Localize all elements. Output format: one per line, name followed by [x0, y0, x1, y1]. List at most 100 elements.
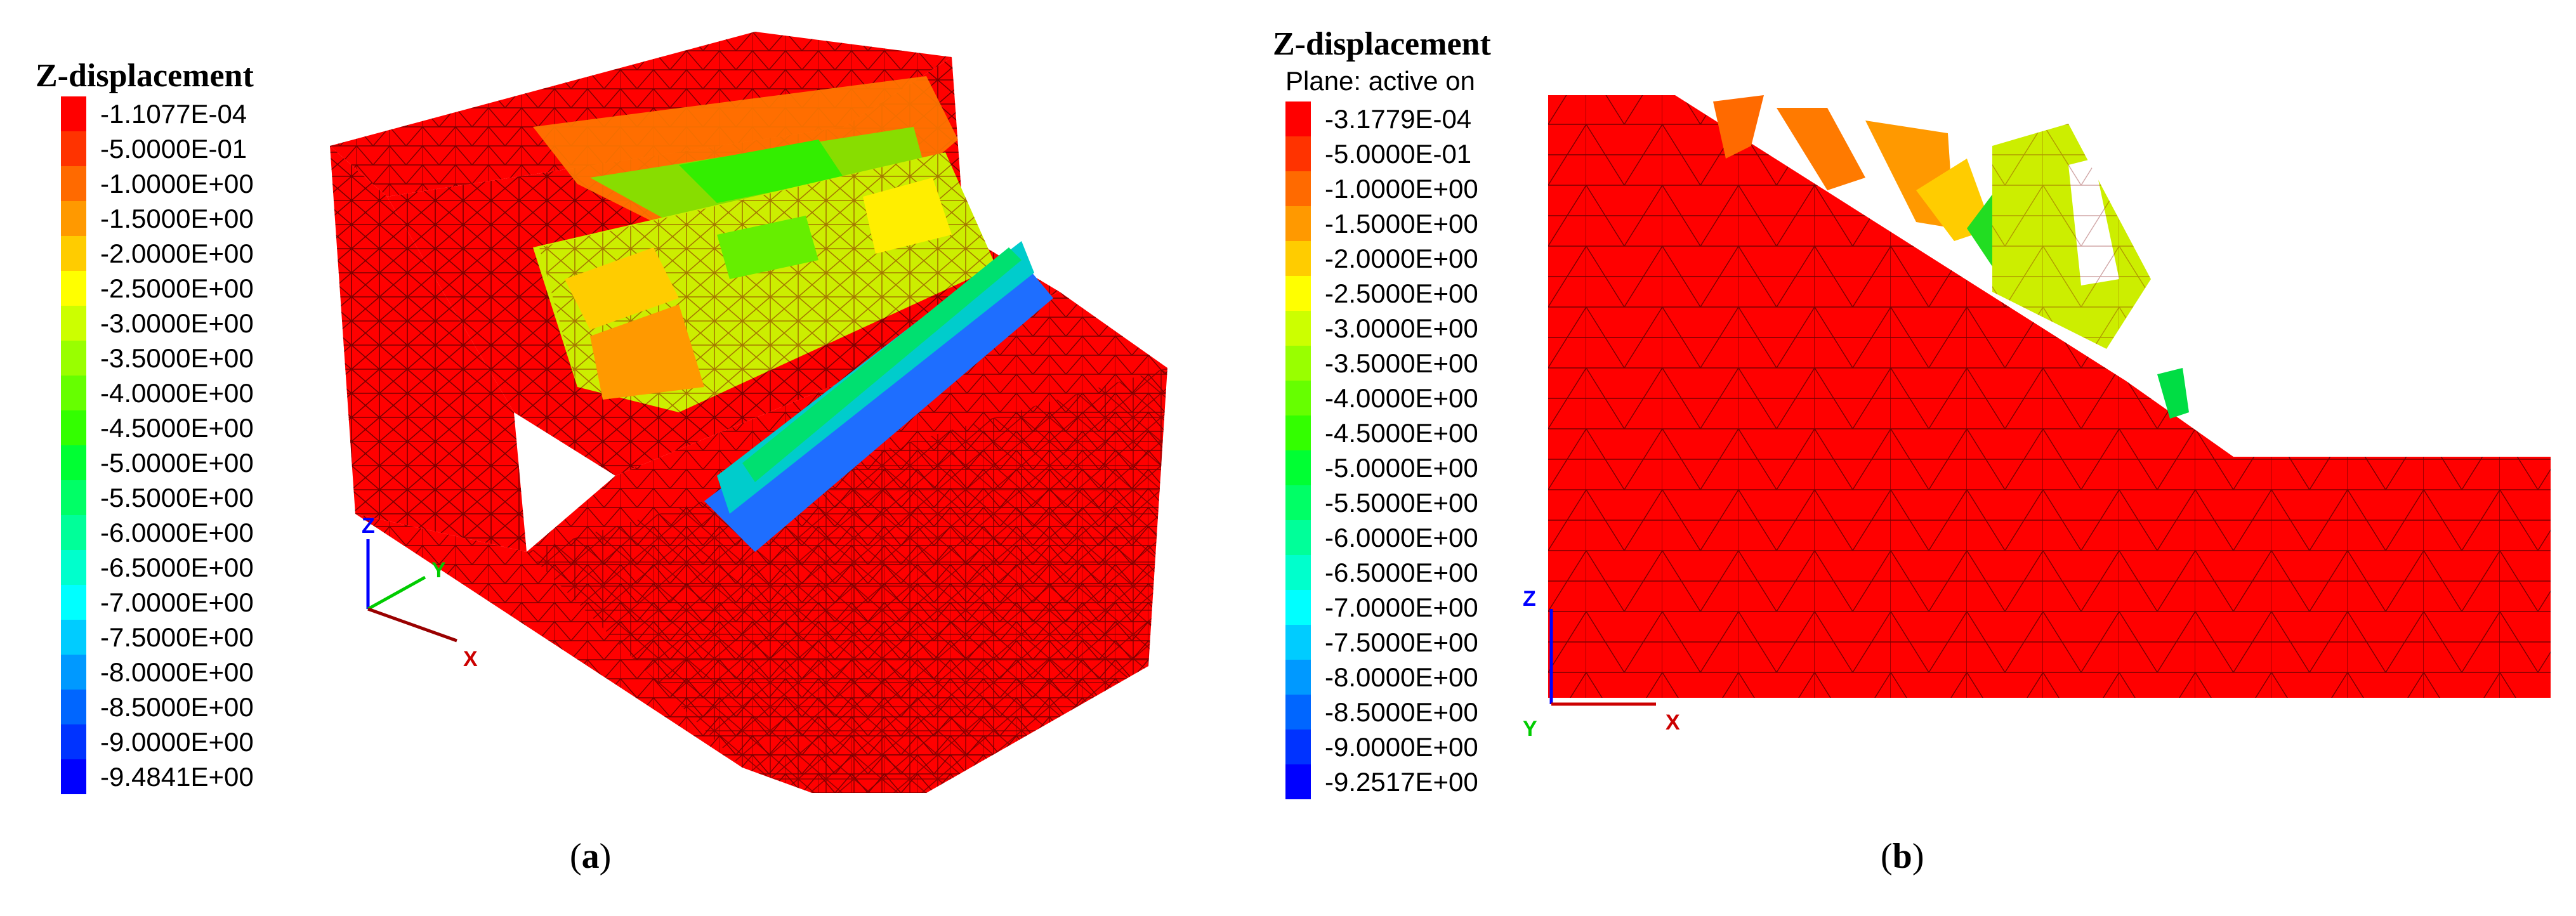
legend-swatch	[1285, 136, 1311, 171]
legend-swatch	[1285, 171, 1311, 206]
axis-z-label-b: Z	[1523, 587, 1536, 611]
legend-title-a: Z-displacement	[36, 58, 254, 94]
legend-swatch	[1285, 695, 1311, 730]
legend-swatch	[1285, 660, 1311, 695]
legend-label: -5.0000E-01	[1325, 139, 1472, 169]
legend-label: -1.5000E+00	[1325, 209, 1478, 239]
legend-entry: -1.5000E+00	[61, 201, 254, 236]
legend-label: -8.5000E+00	[100, 692, 254, 722]
legend-label: -7.5000E+00	[1325, 627, 1478, 657]
axis-y-label-a: Y	[431, 558, 446, 582]
legend-swatch	[1285, 101, 1311, 136]
legend-swatch	[1285, 415, 1311, 450]
legend-entry: -3.0000E+00	[1285, 311, 1478, 346]
legend-entry: -4.5000E+00	[1285, 415, 1478, 450]
legend-label: -1.5000E+00	[100, 204, 254, 233]
legend-label: -4.5000E+00	[100, 413, 254, 443]
legend-label: -6.0000E+00	[100, 518, 254, 547]
legend-swatch	[61, 655, 86, 690]
legend-swatch	[61, 341, 86, 376]
legend-label: -4.0000E+00	[100, 378, 254, 408]
caption-b: (b)	[1881, 837, 1924, 876]
caption-a: (a)	[570, 837, 612, 876]
legend-entry: -3.5000E+00	[61, 341, 254, 376]
model-3d-view: Z Y X	[330, 32, 1167, 793]
legend-entry: -1.0000E+00	[1285, 171, 1478, 206]
legend-swatch	[61, 96, 86, 131]
legend-swatch	[61, 585, 86, 620]
model-section-view: Z Y X	[1523, 95, 2551, 741]
legend-entry: -5.0000E-01	[61, 131, 247, 166]
legend-swatch	[61, 480, 86, 515]
legend-entry: -5.5000E+00	[1285, 485, 1478, 520]
legend-swatch	[1285, 381, 1311, 415]
legend-swatch	[1285, 485, 1311, 520]
panel-b: Z-displacement Plane: active on -3.1779E…	[1244, 0, 2576, 916]
legend-subtitle-b: Plane: active on	[1285, 66, 1475, 96]
legend-entry: -3.0000E+00	[61, 306, 254, 341]
legend-swatch	[61, 620, 86, 655]
legend-swatch	[1285, 450, 1311, 485]
legend-label: -9.4841E+00	[100, 762, 254, 792]
legend-swatch	[61, 690, 86, 724]
legend-entry: -7.5000E+00	[61, 620, 254, 655]
legend-label: -7.5000E+00	[100, 622, 254, 652]
legend-entry: -2.0000E+00	[61, 236, 254, 271]
legend-entry: -4.0000E+00	[1285, 381, 1478, 415]
legend-swatch	[1285, 520, 1311, 555]
legend-label: -3.1779E-04	[1325, 104, 1472, 134]
legend-label: -1.0000E+00	[1325, 174, 1478, 204]
legend-label: -5.5000E+00	[100, 483, 254, 513]
legend-label: -7.0000E+00	[100, 587, 254, 617]
detached-block-small-green	[2157, 368, 2189, 419]
axis-z-label-a: Z	[362, 514, 375, 538]
legend-swatch	[1285, 241, 1311, 276]
legend-label: -2.5000E+00	[1325, 278, 1478, 308]
legend-label: -5.0000E+00	[1325, 453, 1478, 483]
legend-label: -6.0000E+00	[1325, 523, 1478, 553]
legend-label: -2.0000E+00	[1325, 244, 1478, 273]
legend-label: -6.5000E+00	[1325, 558, 1478, 587]
legend-entry: -6.0000E+00	[61, 515, 254, 550]
legend-label: -3.0000E+00	[1325, 313, 1478, 343]
legend-entry: -3.1779E-04	[1285, 101, 1471, 136]
legend-swatch	[61, 445, 86, 480]
legend-label: -8.0000E+00	[1325, 662, 1478, 692]
legend-label: -2.0000E+00	[100, 239, 254, 268]
legend-swatch	[61, 376, 86, 410]
sliding-mass-blue	[704, 260, 1053, 552]
legend-entry: -5.0000E+00	[61, 445, 254, 480]
legend-swatch	[1285, 555, 1311, 590]
legend-entry: -9.4841E+00	[61, 759, 254, 794]
legend-entry: -6.0000E+00	[1285, 520, 1478, 555]
legend-entry: -9.0000E+00	[61, 724, 254, 759]
legend-label: -8.0000E+00	[100, 657, 254, 687]
legend-swatch	[1285, 625, 1311, 660]
axis-x-label-a: X	[463, 647, 478, 671]
legend-swatch	[61, 131, 86, 166]
legend-swatch	[61, 550, 86, 585]
legend-swatch	[61, 306, 86, 341]
legend-label: -5.0000E+00	[100, 448, 254, 478]
legend-label: -1.1077E-04	[100, 99, 247, 129]
axis-triad-3d: Z Y X	[362, 514, 478, 671]
legend-label: -8.5000E+00	[1325, 697, 1478, 727]
legend-entry: -8.0000E+00	[61, 655, 254, 690]
legend-swatch	[1285, 730, 1311, 764]
legend-entry: -8.5000E+00	[61, 690, 254, 724]
legend-swatch	[61, 759, 86, 794]
legend-label: -3.5000E+00	[1325, 348, 1478, 378]
legend-entry: -7.5000E+00	[1285, 625, 1478, 660]
legend-swatch	[1285, 346, 1311, 381]
legend-swatch	[1285, 206, 1311, 241]
legend-entry: -2.5000E+00	[61, 271, 254, 306]
legend-entry: -8.0000E+00	[1285, 660, 1478, 695]
legend-entry: -5.0000E-01	[1285, 136, 1471, 171]
legend-label: -2.5000E+00	[100, 273, 254, 303]
legend-swatch	[61, 410, 86, 445]
legend-entry: -4.0000E+00	[61, 376, 254, 410]
legend-entry: -5.0000E+00	[1285, 450, 1478, 485]
legend-swatch	[61, 515, 86, 550]
legend-label: -9.0000E+00	[1325, 732, 1478, 762]
legend-label: -3.5000E+00	[100, 343, 254, 373]
